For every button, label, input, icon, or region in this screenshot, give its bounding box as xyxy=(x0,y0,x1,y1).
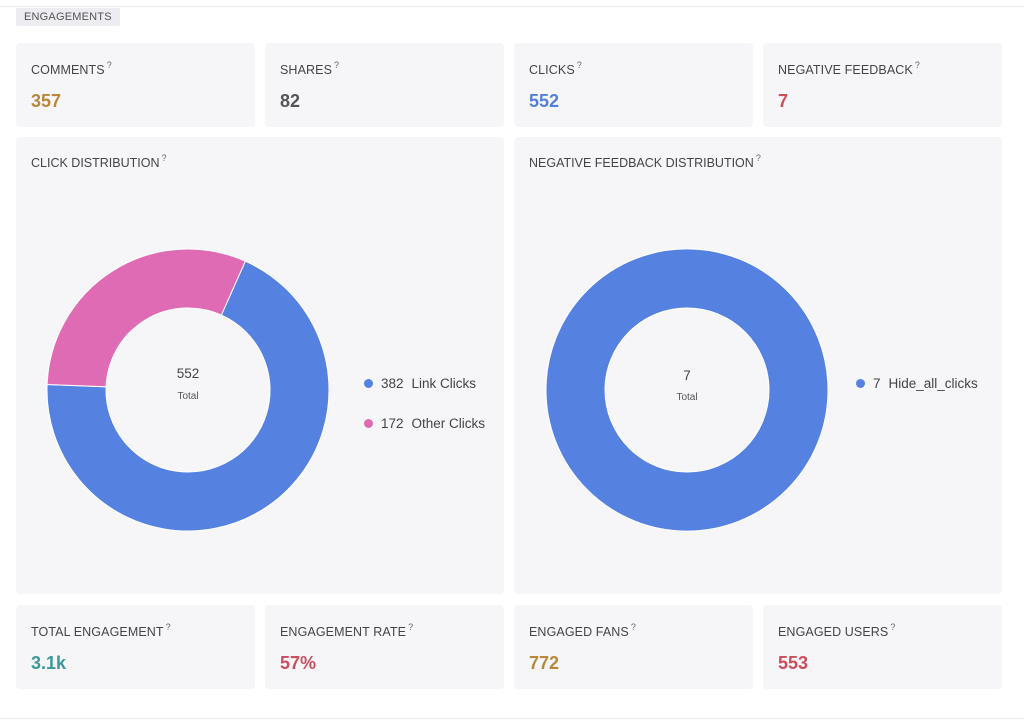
metric-card-engagement-rate: ENGAGEMENT RATE? 57% xyxy=(265,605,504,689)
help-icon[interactable]: ? xyxy=(161,153,167,163)
metric-value: 772 xyxy=(529,653,560,673)
metric-value: 7 xyxy=(778,91,789,111)
metric-label: ENGAGED FANS xyxy=(529,625,629,639)
legend-dot xyxy=(364,418,373,428)
metric-card-comments: COMMENTS? 357 xyxy=(16,43,255,127)
metric-card-shares: SHARES? 82 xyxy=(265,43,504,127)
metric-label: COMMENTS xyxy=(31,63,105,77)
donut-center-value: 7 xyxy=(683,368,691,383)
chart-legend: 382 Link Clicks 172 Other Clicks xyxy=(364,373,485,453)
click-distribution-donut[interactable] xyxy=(16,137,504,594)
chart-title: NEGATIVE FEEDBACK DISTRIBUTION xyxy=(529,156,754,170)
donut-center-label: Total xyxy=(676,392,698,403)
top-divider xyxy=(0,6,1024,7)
legend-count: 172 xyxy=(381,415,404,431)
help-icon[interactable]: ? xyxy=(914,60,920,70)
legend-dot xyxy=(364,378,373,388)
metric-card-total-engagement: TOTAL ENGAGEMENT? 3.1k xyxy=(16,605,255,689)
metric-card-engaged-fans: ENGAGED FANS? 772 xyxy=(514,605,753,689)
chart-title: CLICK DISTRIBUTION xyxy=(31,156,160,170)
legend-item-hide-all-clicks[interactable]: 7 Hide_all_clicks xyxy=(856,373,978,393)
help-icon[interactable]: ? xyxy=(334,60,340,70)
legend-label: Hide_all_clicks xyxy=(888,375,978,391)
donut-slice-other-clicks[interactable] xyxy=(46,248,247,388)
metric-value: 553 xyxy=(778,653,809,673)
donut-slice-hide-all-clicks[interactable] xyxy=(545,248,829,532)
metric-value: 57% xyxy=(280,653,317,673)
help-icon[interactable]: ? xyxy=(630,622,636,632)
metric-label: ENGAGED USERS xyxy=(778,625,889,639)
legend-item-other-clicks[interactable]: 172 Other Clicks xyxy=(364,413,485,433)
help-icon[interactable]: ? xyxy=(576,60,582,70)
legend-label: Other Clicks xyxy=(411,415,486,431)
legend-count: 7 xyxy=(873,375,881,391)
legend-count: 382 xyxy=(381,375,404,391)
help-icon[interactable]: ? xyxy=(755,153,761,163)
metric-card-negative-feedback: NEGATIVE FEEDBACK? 7 xyxy=(763,43,1002,127)
metric-value: 357 xyxy=(31,91,62,111)
legend-item-link-clicks[interactable]: 382 Link Clicks xyxy=(364,373,485,393)
help-icon[interactable]: ? xyxy=(106,60,112,70)
metric-label: SHARES xyxy=(280,63,333,77)
metric-value: 552 xyxy=(529,91,560,111)
legend-label: Link Clicks xyxy=(411,375,477,391)
legend-dot xyxy=(856,378,865,388)
negative-feedback-donut[interactable] xyxy=(514,137,1002,594)
chart-card-click-distribution: CLICK DISTRIBUTION? 552 Total 382 Link C… xyxy=(16,137,504,594)
metric-value: 3.1k xyxy=(31,653,67,673)
donut-center-label: Total xyxy=(177,391,199,402)
metric-label: TOTAL ENGAGEMENT xyxy=(31,625,164,639)
chart-legend: 7 Hide_all_clicks xyxy=(856,373,978,413)
chart-card-negative-feedback-distribution: NEGATIVE FEEDBACK DISTRIBUTION? 7 Total … xyxy=(514,137,1002,594)
metric-value: 82 xyxy=(280,91,301,111)
metric-label: ENGAGEMENT RATE xyxy=(280,625,407,639)
help-icon[interactable]: ? xyxy=(165,622,171,632)
donut-center-value: 552 xyxy=(176,366,200,381)
donut-slice-link-clicks[interactable] xyxy=(46,260,330,532)
section-tag: ENGAGEMENTS xyxy=(16,8,120,26)
metric-card-clicks: CLICKS? 552 xyxy=(514,43,753,127)
metric-card-engaged-users: ENGAGED USERS? 553 xyxy=(763,605,1002,689)
help-icon[interactable]: ? xyxy=(408,622,414,632)
help-icon[interactable]: ? xyxy=(890,622,896,632)
metric-label: NEGATIVE FEEDBACK xyxy=(778,63,913,77)
metric-label: CLICKS xyxy=(529,63,575,77)
bottom-divider xyxy=(0,718,1024,719)
